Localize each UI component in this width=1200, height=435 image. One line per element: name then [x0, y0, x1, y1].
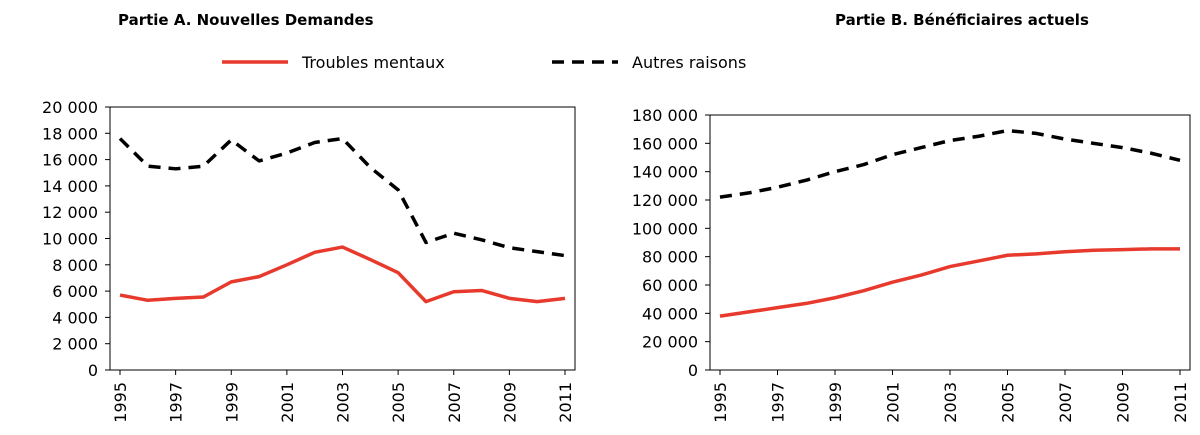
y-tick-label: 0 — [88, 361, 98, 380]
legend-label: Autres raisons — [632, 53, 746, 72]
y-tick-label: 2 000 — [52, 335, 98, 354]
x-tick-label: 2009 — [1114, 382, 1133, 423]
y-tick-label: 140 000 — [632, 163, 698, 182]
x-tick-label: 1995 — [111, 382, 130, 423]
x-tick-label: 1999 — [826, 382, 845, 423]
x-tick-label: 2011 — [1171, 382, 1190, 423]
y-tick-label: 20 000 — [642, 333, 698, 352]
y-tick-label: 20 000 — [42, 98, 98, 117]
x-tick-label: 1997 — [769, 382, 788, 423]
chart-title: Partie A. Nouvelles Demandes — [118, 11, 374, 29]
y-tick-label: 60 000 — [642, 276, 698, 295]
plot-frame — [709, 114, 1191, 371]
y-tick-label: 18 000 — [42, 124, 98, 143]
series-line — [118, 136, 566, 258]
x-tick-label: 2007 — [1056, 382, 1075, 423]
y-tick-label: 14 000 — [42, 177, 98, 196]
y-tick-label: 0 — [688, 361, 698, 380]
chart-title: Partie B. Bénéficiaires actuels — [835, 11, 1089, 29]
series-line — [719, 128, 1181, 199]
x-tick-label: 2001 — [884, 382, 903, 423]
y-tick-label: 16 000 — [42, 151, 98, 170]
x-tick-label: 2009 — [500, 382, 519, 423]
y-tick-label: 160 000 — [632, 134, 698, 153]
x-tick-label: 2003 — [941, 382, 960, 423]
y-tick-label: 80 000 — [642, 248, 698, 267]
x-tick-label: 2005 — [999, 382, 1018, 423]
y-tick-label: 12 000 — [42, 203, 98, 222]
x-tick-label: 2005 — [389, 382, 408, 423]
y-tick-label: 120 000 — [632, 191, 698, 210]
x-tick-label: 2007 — [445, 382, 464, 423]
series-line — [719, 247, 1180, 318]
y-tick-label: 40 000 — [642, 304, 698, 323]
y-tick-label: 4 000 — [52, 308, 98, 327]
series-line — [119, 245, 566, 304]
legend-label: Troubles mentaux — [301, 53, 445, 72]
y-tick-label: 180 000 — [632, 106, 698, 125]
y-tick-label: 10 000 — [42, 230, 98, 249]
x-tick-label: 2003 — [334, 382, 353, 423]
y-tick-label: 8 000 — [52, 256, 98, 275]
x-tick-label: 1997 — [167, 382, 186, 423]
x-tick-label: 2001 — [278, 382, 297, 423]
x-tick-label: 2011 — [556, 382, 575, 423]
y-tick-label: 6 000 — [52, 282, 98, 301]
y-tick-label: 100 000 — [632, 219, 698, 238]
x-tick-label: 1995 — [711, 382, 730, 423]
plot-frame — [109, 106, 576, 371]
x-tick-label: 1999 — [222, 382, 241, 423]
